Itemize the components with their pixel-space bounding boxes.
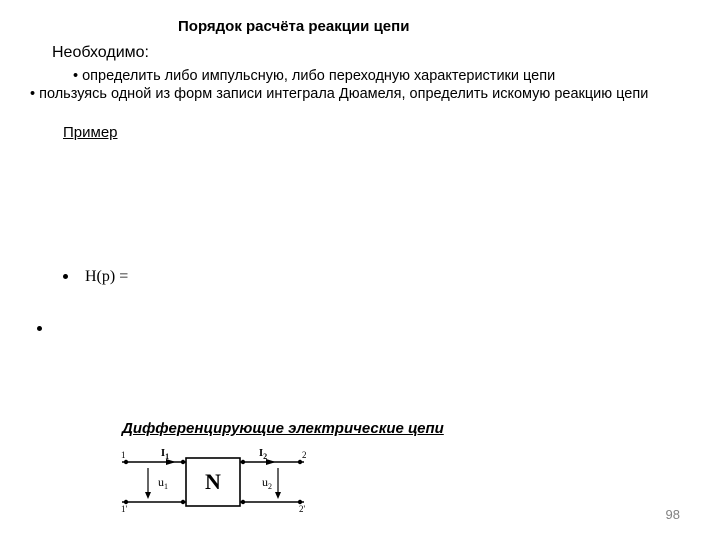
lone-bullet: [37, 320, 42, 338]
circuit-diagram: N I1 I2 u1 u2 1 1' 2 2': [118, 444, 308, 516]
svg-text:2': 2': [299, 504, 306, 514]
hp-formula: H(p) =: [63, 268, 128, 286]
svg-text:1': 1': [121, 504, 128, 514]
svg-text:I1: I1: [161, 447, 169, 461]
hp-text: H(p) =: [85, 268, 128, 285]
box-label: N: [205, 469, 221, 494]
necessary-label: Необходимо:: [52, 44, 149, 62]
bullet-icon: [37, 326, 42, 331]
page-number: 98: [666, 507, 680, 522]
page-title: Порядок расчёта реакции цепи: [178, 18, 409, 35]
bullet-icon: [63, 274, 68, 279]
example-heading: Пример: [63, 124, 118, 141]
svg-text:u2: u2: [262, 475, 272, 491]
svg-text:1: 1: [121, 450, 126, 460]
svg-text:2: 2: [302, 450, 307, 460]
section-2-title: Дифференцирующие электрические цепи: [122, 420, 444, 437]
bullet-item-2: • пользуясь одной из форм записи интегра…: [30, 86, 648, 102]
svg-text:u1: u1: [158, 475, 168, 491]
bullet-item-1: • определить либо импульсную, либо перех…: [73, 68, 555, 84]
svg-text:I2: I2: [259, 447, 267, 461]
